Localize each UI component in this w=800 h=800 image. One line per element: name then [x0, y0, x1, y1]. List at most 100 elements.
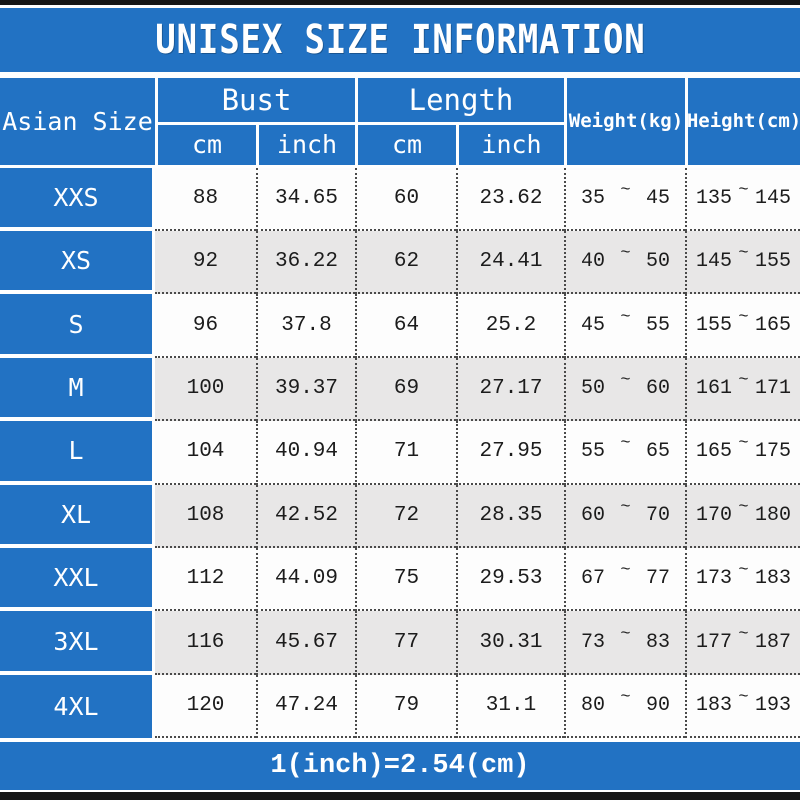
height-min: 183 [696, 694, 733, 718]
bust-inch-value: 47.24 [256, 674, 355, 739]
header-length-cm: cm [355, 121, 456, 165]
table-row: 4XL 120 47.24 79 31.1 80 ~ 90 183 ~ 193 [0, 674, 800, 739]
bust-cm-value: 120 [155, 674, 256, 739]
weight-max: 83 [645, 630, 670, 654]
header-bust-cm: cm [155, 121, 256, 165]
weight-min: 67 [581, 567, 606, 591]
weight-min: 50 [581, 377, 606, 401]
weight-min: 45 [581, 313, 606, 337]
height-min: 177 [696, 630, 733, 654]
height-range: 170 ~ 180 [685, 484, 800, 549]
height-range: 177 ~ 187 [685, 611, 800, 675]
table-row: L 104 40.94 71 27.95 55 ~ 65 165 ~ 175 [0, 421, 800, 485]
height-max: 175 [754, 440, 791, 464]
length-cm-value: 71 [355, 421, 456, 485]
height-min: 155 [696, 313, 733, 337]
height-range: 173 ~ 183 [685, 548, 800, 612]
bust-cm-value: 108 [155, 484, 256, 549]
table-row: XXS 88 34.65 60 23.62 35 ~ 45 135 ~ 145 [0, 167, 800, 232]
height-max: 145 [754, 186, 791, 210]
table-row: XXL 112 44.09 75 29.53 67 ~ 77 173 ~ 183 [0, 548, 800, 612]
length-inch-value: 27.17 [456, 357, 564, 422]
height-max: 165 [754, 313, 791, 337]
bust-inch-value: 34.65 [256, 167, 355, 232]
bust-cm-value: 112 [155, 548, 256, 612]
table-row: M 100 39.37 69 27.17 50 ~ 60 161 ~ 171 [0, 357, 800, 422]
weight-range: 45 ~ 55 [564, 294, 685, 358]
bust-cm-value: 104 [155, 421, 256, 485]
height-range: 183 ~ 193 [685, 674, 800, 739]
weight-min: 35 [581, 186, 606, 210]
tilde-glyph: ~ [620, 244, 631, 264]
size-label: S [0, 294, 155, 358]
weight-max: 77 [645, 567, 670, 591]
header-length-inch: inch [456, 121, 564, 165]
length-inch-value: 29.53 [456, 548, 564, 612]
height-min: 165 [696, 440, 733, 464]
bust-inch-value: 37.8 [256, 294, 355, 358]
length-cm-value: 77 [355, 611, 456, 675]
weight-range: 73 ~ 83 [564, 611, 685, 675]
header-asian-size: Asian Size [0, 77, 155, 165]
height-range: 135 ~ 145 [685, 167, 800, 232]
tilde-glyph: ~ [738, 497, 749, 517]
page-title: UNISEX SIZE INFORMATION [154, 16, 646, 63]
size-label: 4XL [0, 674, 155, 739]
table-header: Asian Size Bust Length cm inch cm inch W… [0, 77, 800, 168]
weight-range: 35 ~ 45 [564, 167, 685, 232]
height-max: 193 [754, 694, 791, 718]
height-min: 161 [696, 377, 733, 401]
tilde-glyph: ~ [620, 307, 631, 327]
height-max: 183 [754, 567, 791, 591]
length-inch-value: 25.2 [456, 294, 564, 358]
height-max: 171 [754, 377, 791, 401]
table-row: XS 92 36.22 62 24.41 40 ~ 50 145 ~ 155 [0, 231, 800, 295]
height-min: 135 [696, 186, 733, 210]
tilde-glyph: ~ [738, 180, 749, 200]
length-cm-value: 62 [355, 231, 456, 295]
weight-min: 73 [581, 630, 606, 654]
height-min: 145 [696, 250, 733, 274]
weight-min: 60 [581, 503, 606, 527]
tilde-glyph: ~ [738, 688, 749, 708]
footer-bar: 1(inch)=2.54(cm) [0, 742, 800, 791]
size-label: XS [0, 231, 155, 295]
weight-range: 50 ~ 60 [564, 357, 685, 422]
size-label: XXS [0, 167, 155, 232]
length-cm-value: 60 [355, 167, 456, 232]
bust-inch-value: 36.22 [256, 231, 355, 295]
tilde-glyph: ~ [738, 434, 749, 454]
length-inch-value: 23.62 [456, 167, 564, 232]
top-border-bar [0, 0, 800, 5]
weight-range: 60 ~ 70 [564, 484, 685, 549]
length-cm-value: 69 [355, 357, 456, 422]
bust-inch-value: 40.94 [256, 421, 355, 485]
length-cm-value: 72 [355, 484, 456, 549]
weight-min: 40 [581, 250, 606, 274]
bust-cm-value: 100 [155, 357, 256, 422]
tilde-glyph: ~ [620, 688, 631, 708]
weight-max: 55 [645, 313, 670, 337]
height-min: 173 [696, 567, 733, 591]
bust-inch-value: 45.67 [256, 611, 355, 675]
size-label: XL [0, 484, 155, 549]
tilde-glyph: ~ [738, 307, 749, 327]
size-label: 3XL [0, 611, 155, 675]
weight-range: 80 ~ 90 [564, 674, 685, 739]
tilde-glyph: ~ [620, 497, 631, 517]
length-inch-value: 31.1 [456, 674, 564, 739]
weight-max: 90 [645, 694, 670, 718]
weight-max: 60 [645, 377, 670, 401]
length-inch-value: 28.35 [456, 484, 564, 549]
tilde-glyph: ~ [620, 434, 631, 454]
tilde-glyph: ~ [620, 371, 631, 391]
title-bar: UNISEX SIZE INFORMATION [0, 7, 800, 72]
size-label: L [0, 421, 155, 485]
weight-min: 80 [581, 694, 606, 718]
header-length: Length [355, 77, 564, 122]
length-cm-value: 79 [355, 674, 456, 739]
tilde-glyph: ~ [738, 371, 749, 391]
length-inch-value: 24.41 [456, 231, 564, 295]
weight-max: 50 [645, 250, 670, 274]
